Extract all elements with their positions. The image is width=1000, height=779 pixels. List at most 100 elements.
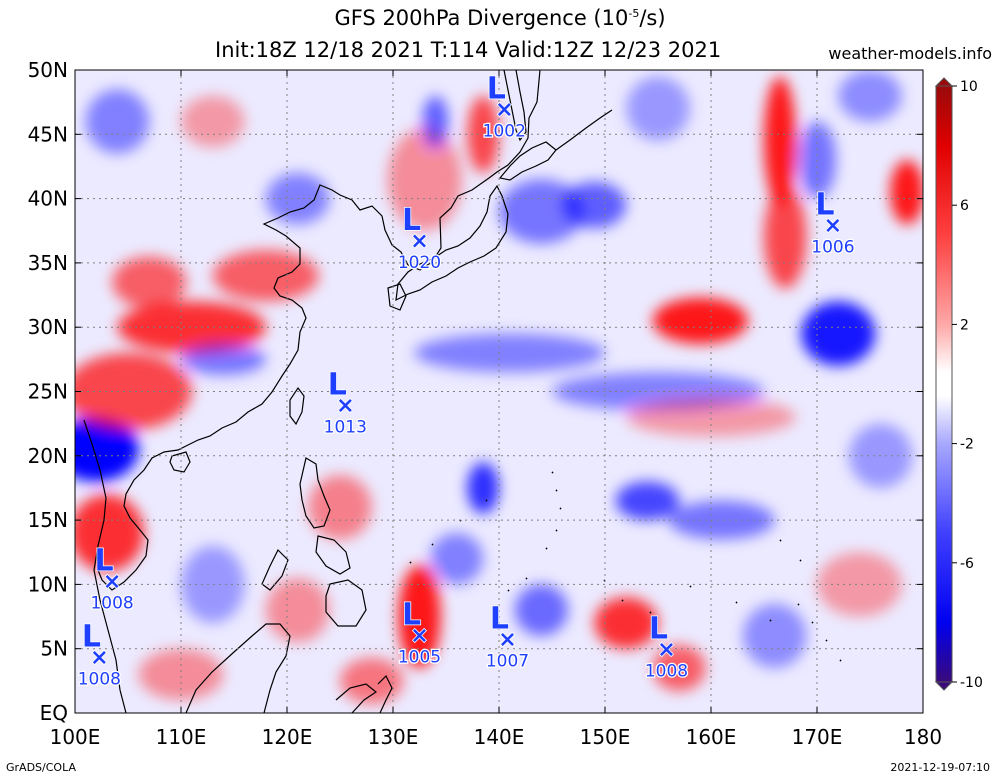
colorbar-ticks: 10 6 2 -2 -6 -10 bbox=[952, 79, 983, 691]
field-anomaly bbox=[117, 301, 266, 353]
x-tick-label: 170E bbox=[792, 725, 843, 749]
title-suffix: /s) bbox=[639, 6, 666, 30]
low-center: L×1006 bbox=[810, 187, 856, 259]
field-anomaly bbox=[652, 297, 749, 344]
x-tick-label: 140E bbox=[474, 725, 525, 749]
field-anomaly bbox=[75, 417, 139, 482]
coastline-sakhalin bbox=[503, 70, 527, 142]
coastline-palawan bbox=[261, 548, 289, 591]
low-pressure-value: 1013 bbox=[324, 417, 367, 437]
low-symbol: L bbox=[402, 203, 421, 238]
low-symbol: L bbox=[402, 598, 421, 633]
low-center-marker: × bbox=[90, 645, 108, 670]
footer-timestamp: 2021-12-19-07:10 bbox=[890, 761, 990, 774]
low-pressure-value: 1008 bbox=[645, 662, 688, 682]
field-anomaly bbox=[212, 250, 319, 302]
y-tick-label: 25N bbox=[28, 380, 68, 404]
field-anomaly bbox=[652, 644, 706, 692]
low-center: L×1008 bbox=[89, 543, 135, 615]
field-anomaly bbox=[801, 301, 876, 366]
x-tick-label: 180 bbox=[904, 725, 942, 749]
low-pressure-value: 1002 bbox=[483, 122, 526, 142]
low-symbol: L bbox=[490, 601, 509, 636]
field-anomaly bbox=[85, 89, 150, 154]
coastlines bbox=[83, 70, 842, 713]
y-tick-label: 40N bbox=[28, 187, 68, 211]
site-credit: weather-models.info bbox=[828, 44, 992, 63]
x-tick-label: 130E bbox=[368, 725, 419, 749]
low-center: L×1008 bbox=[76, 619, 122, 691]
y-tick-label: 30N bbox=[28, 315, 68, 339]
low-symbol: L bbox=[95, 544, 114, 579]
low-symbol: L bbox=[815, 187, 834, 222]
x-tick-label: 150E bbox=[580, 725, 631, 749]
field-anomaly bbox=[514, 584, 568, 636]
x-tick-label: 120E bbox=[262, 725, 313, 749]
y-tick-label: 15N bbox=[28, 508, 68, 532]
colorbar-tick-label: 10 bbox=[960, 79, 978, 95]
field-anomaly bbox=[265, 577, 330, 643]
colorbar: 10 6 2 -2 -6 -10 bbox=[934, 77, 983, 691]
coastline-visayas bbox=[315, 535, 351, 575]
low-symbol: L bbox=[82, 619, 101, 654]
low-center: L×1008 bbox=[644, 611, 690, 683]
field-anomaly bbox=[890, 160, 923, 225]
coastline-malay-peninsula bbox=[83, 419, 127, 713]
field-anomaly bbox=[615, 481, 680, 521]
low-symbol: L bbox=[487, 72, 506, 107]
low-center: L×1002 bbox=[481, 71, 527, 143]
coastline-kyushu bbox=[387, 283, 407, 311]
coastline-sulawesi bbox=[335, 683, 378, 713]
y-tick-label: 45N bbox=[28, 122, 68, 146]
field-anomaly bbox=[626, 76, 690, 141]
low-center: L×1013 bbox=[322, 367, 368, 439]
field-anomaly bbox=[764, 76, 796, 206]
coastline-mainland bbox=[97, 70, 541, 591]
colorbar-tick-label: -6 bbox=[960, 556, 974, 572]
low-pressure-value: 1006 bbox=[811, 237, 854, 257]
field-anomaly bbox=[838, 70, 902, 122]
low-center: L×1005 bbox=[397, 597, 443, 669]
low-center-marker: × bbox=[495, 98, 513, 123]
field-anomaly bbox=[138, 648, 224, 701]
y-tick-label: EQ bbox=[40, 701, 68, 725]
field-anomaly bbox=[626, 397, 796, 437]
field-anomaly bbox=[764, 185, 807, 289]
low-center-marker: × bbox=[657, 638, 675, 663]
field-anomaly bbox=[422, 95, 449, 148]
low-symbol: L bbox=[328, 367, 347, 402]
low-center-marker: × bbox=[336, 393, 354, 418]
low-center: L×1007 bbox=[485, 601, 531, 673]
field-anomaly bbox=[668, 500, 775, 540]
field-anomaly bbox=[398, 565, 441, 668]
low-pressure-value: 1020 bbox=[398, 253, 441, 273]
colorbar-gradient bbox=[935, 85, 953, 683]
coastline-taiwan bbox=[289, 386, 305, 426]
low-pressure-value: 1008 bbox=[90, 594, 133, 614]
field-anomaly bbox=[75, 494, 144, 572]
colorbar-bottom-cap bbox=[934, 681, 954, 691]
low-pressure-centers: L×1002L×1006L×1020L×1013L×1008L×1008L×10… bbox=[76, 71, 856, 691]
x-tick-label: 160E bbox=[686, 725, 737, 749]
field-anomaly bbox=[308, 475, 372, 540]
low-symbol: L bbox=[649, 612, 668, 647]
field-anomaly bbox=[414, 333, 605, 373]
chart-title-line2: Init:18Z 12/18 2021 T:114 Valid:12Z 12/2… bbox=[215, 38, 722, 62]
coastline-kurils bbox=[555, 109, 613, 151]
low-center: L×1020 bbox=[397, 202, 443, 274]
field-anomaly bbox=[594, 597, 658, 649]
x-tick-label: 110E bbox=[156, 725, 207, 749]
colorbar-top-cap bbox=[934, 77, 954, 87]
low-pressure-value: 1007 bbox=[486, 651, 529, 671]
y-tick-label: 50N bbox=[28, 58, 68, 82]
field-anomaly bbox=[430, 532, 484, 585]
axis-ticks: 100E 110E 120E 130E 140E 150E 160E 170E 180 EQ 5N 1… bbox=[28, 58, 943, 749]
field-anomaly bbox=[112, 256, 187, 308]
y-tick-label: 35N bbox=[28, 251, 68, 275]
low-center-marker: × bbox=[103, 570, 121, 595]
field-anomaly bbox=[499, 179, 584, 244]
colorbar-tick-label: 2 bbox=[960, 317, 969, 333]
colorbar-tick-label: -2 bbox=[960, 437, 974, 453]
field-anomaly bbox=[181, 343, 266, 375]
